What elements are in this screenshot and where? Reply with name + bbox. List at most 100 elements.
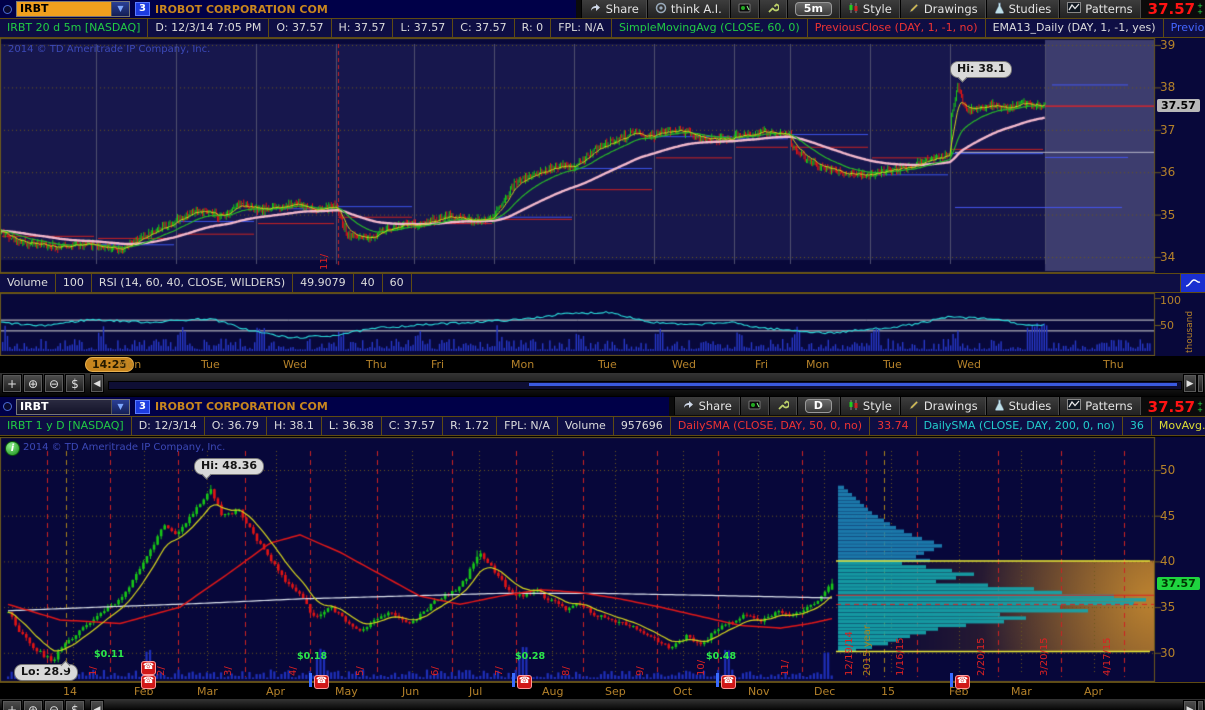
panel-grip[interactable] — [1197, 374, 1204, 393]
price-level-button[interactable]: $ — [65, 700, 85, 710]
intraday-chart-canvas[interactable] — [0, 38, 1205, 273]
scrollbar-track[interactable] — [108, 381, 1182, 390]
button-label: Drawings — [923, 399, 978, 413]
top-think-a-i-button[interactable]: think A.I. — [646, 0, 730, 18]
pan-crosshair-button[interactable]: + — [2, 700, 22, 710]
bottom-style-button[interactable]: Style — [839, 397, 900, 415]
earnings-call-icon[interactable]: ☎ — [141, 675, 156, 689]
study-value-cell: 49.9079 — [293, 274, 354, 292]
bottom-legend-study-cell[interactable]: DailySMA (CLOSE, DAY, 50, 0, no) — [671, 417, 871, 435]
bottom-toolbar: Share D Style Drawings Studies Patterns 37.57… — [668, 397, 1205, 416]
time-axis-label: Wed — [672, 358, 696, 371]
top-timeframe-button[interactable]: 5m — [786, 0, 840, 18]
symbol-input[interactable]: IRBT ▼ — [16, 398, 130, 415]
bottom-patterns-button[interactable]: Patterns — [1059, 397, 1141, 415]
top-toolbar: Share think A.I. 5m Style Drawings Studies Pat… — [575, 0, 1205, 18]
bottom-legend-study-cell[interactable]: MovAvg... — [1152, 417, 1205, 435]
bottom-timeframe-button[interactable]: D — [796, 397, 840, 415]
top-camera-button[interactable] — [729, 0, 759, 18]
bottom-legend-value-cell: 36 — [1123, 417, 1152, 435]
scroll-left-button[interactable]: ◀ — [90, 700, 104, 710]
top-studies-button[interactable]: Studies — [985, 0, 1060, 18]
top-drawings-button[interactable]: Drawings — [899, 0, 986, 18]
earnings-call-icon[interactable]: ☎ — [517, 675, 532, 689]
camera-icon — [748, 399, 761, 413]
daily-chart-canvas[interactable] — [0, 437, 1205, 682]
zoom-out-button[interactable]: ⊖ — [44, 700, 64, 710]
time-axis-label: Wed — [957, 358, 981, 371]
top-legend-value-cell: IRBT 20 d 5m [NASDAQ] — [0, 19, 149, 37]
top-legend-value-cell: O: 37.57 — [269, 19, 332, 37]
bottom-camera-button[interactable] — [739, 397, 769, 415]
company-name: IROBOT CORPORATION COM — [155, 400, 328, 413]
month-axis-label: Apr — [266, 685, 286, 698]
earnings-call-icon[interactable]: ☎ — [141, 661, 156, 675]
button-label: Studies — [1008, 399, 1052, 413]
top-legend-study-cell[interactable]: Previous... — [1164, 19, 1205, 37]
button-label: Patterns — [1085, 399, 1133, 413]
scroll-right-button[interactable]: ▶ — [1183, 700, 1197, 710]
top-style-button[interactable]: Style — [839, 0, 900, 18]
symbol-link-dot[interactable] — [3, 402, 12, 411]
bottom-legend-value-cell: FPL: N/A — [497, 417, 558, 435]
zoom-out-button[interactable]: ⊖ — [44, 374, 64, 393]
symbol-input[interactable]: IRBT ▼ — [16, 1, 130, 17]
chart-settings-icon[interactable] — [1180, 274, 1205, 292]
top-legend-value-cell: R: 0 — [515, 19, 552, 37]
time-axis-label: Mon — [511, 358, 535, 371]
daily-scroll-strip: + ⊕ ⊖ $ ◀ ▶ — [0, 699, 1205, 710]
bottom-legend-value-cell: IRBT 1 y D [NASDAQ] — [0, 417, 132, 435]
top-legend-study-cell[interactable]: SimpleMovingAvg (CLOSE, 60, 0) — [612, 19, 808, 37]
time-cursor-badge: 14:25 — [85, 357, 135, 372]
price-level-button[interactable]: $ — [65, 374, 85, 393]
pan-crosshair-button[interactable]: + — [2, 374, 22, 393]
candle-icon — [848, 2, 859, 17]
symbol-value[interactable]: IRBT — [20, 399, 49, 413]
top-patterns-button[interactable]: Patterns — [1059, 0, 1141, 18]
bottom-studies-button[interactable]: Studies — [985, 397, 1060, 415]
month-axis-label: 14 — [63, 685, 77, 698]
month-axis-label: Aug — [542, 685, 564, 698]
earnings-call-icon[interactable]: ☎ — [721, 675, 736, 689]
symbol-value[interactable]: IRBT — [17, 2, 111, 16]
month-axis-label: Jun — [402, 685, 420, 698]
scroll-right-button[interactable]: ▶ — [1183, 374, 1197, 393]
time-axis-label: Tue — [201, 358, 220, 371]
bottom-drawings-button[interactable]: Drawings — [899, 397, 986, 415]
zoom-in-button[interactable]: ⊕ — [23, 374, 43, 393]
top-share-button[interactable]: Share — [580, 0, 647, 18]
month-axis-label: Mar — [197, 685, 218, 698]
scroll-left-button[interactable]: ◀ — [90, 374, 104, 393]
study-study-cell[interactable]: Volume — [0, 274, 56, 292]
rsi-volume-canvas[interactable] — [0, 293, 1205, 356]
top-legend-study-cell[interactable]: PreviousClose (DAY, 1, -1, no) — [808, 19, 986, 37]
earnings-call-icon[interactable]: ☎ — [314, 675, 329, 689]
level2-badge[interactable]: 3 — [135, 2, 150, 16]
top-legend-study-cell[interactable]: EMA13_Daily (DAY, 1, -1, yes) — [986, 19, 1164, 37]
chevron-down-icon[interactable]: ▼ — [111, 399, 129, 414]
scrollbar-thumb[interactable] — [529, 383, 1177, 386]
panel-grip[interactable] — [1197, 700, 1204, 710]
bottom-legend-study-cell[interactable]: DailySMA (CLOSE, DAY, 200, 0, no) — [917, 417, 1123, 435]
button-label: 5m — [794, 2, 832, 16]
top-legend-value-cell: L: 37.57 — [393, 19, 454, 37]
bottom-share-button[interactable]: Share — [673, 397, 740, 415]
study-study-cell[interactable]: RSI (14, 60, 40, CLOSE, WILDERS) — [92, 274, 294, 292]
zoom-in-button[interactable]: ⊕ — [23, 700, 43, 710]
button-label: Drawings — [923, 2, 978, 16]
study-legend-row: Volume 100 RSI (14, 60, 40, CLOSE, WILDERS… — [0, 273, 1205, 293]
bottom-wrench-button[interactable] — [768, 397, 797, 415]
top-legend-value-cell: C: 37.57 — [453, 19, 515, 37]
top-wrench-button[interactable] — [758, 0, 787, 18]
symbol-link-dot[interactable] — [3, 4, 12, 14]
earnings-call-icon[interactable]: ☎ — [955, 675, 970, 689]
chevron-down-icon[interactable]: ▼ — [111, 2, 129, 16]
info-icon[interactable]: i — [5, 441, 20, 456]
time-axis-label: Thu — [1103, 358, 1124, 371]
study-value-cell: 100 — [56, 274, 92, 292]
study-value-cell: 40 — [354, 274, 383, 292]
intraday-scroll-strip: + ⊕ ⊖ $ ◀ ▶ — [0, 373, 1205, 396]
level2-badge[interactable]: 3 — [135, 399, 150, 414]
month-axis-label: Jul — [469, 685, 483, 698]
bottom-legend-study-cell[interactable]: Volume — [558, 417, 614, 435]
